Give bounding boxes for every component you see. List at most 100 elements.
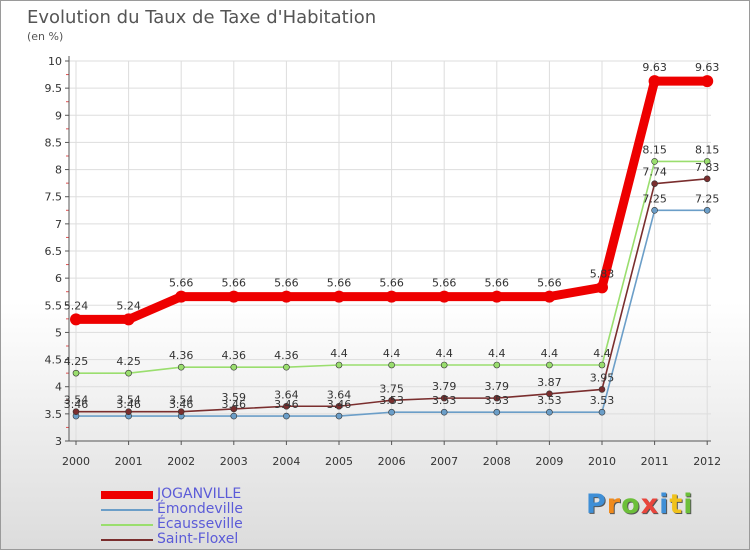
data-label: 4.25 <box>116 355 141 368</box>
data-label: 3.53 <box>485 394 510 407</box>
data-point <box>493 394 501 402</box>
data-point <box>333 290 345 303</box>
data-point <box>175 290 188 303</box>
data-label: 3.95 <box>590 371 615 384</box>
logo-letter: r <box>606 489 622 520</box>
data-point <box>72 369 80 377</box>
legend-label: Écausseville <box>157 516 243 532</box>
legend-swatch <box>101 524 153 526</box>
data-point <box>122 313 135 326</box>
data-label: 5.66 <box>222 277 247 290</box>
y-tick-label: 7.5 <box>45 191 63 204</box>
data-point <box>283 412 290 420</box>
data-point <box>651 158 658 165</box>
legend-label: Émondeville <box>157 501 243 517</box>
data-point <box>438 290 451 303</box>
data-point <box>703 206 711 214</box>
y-tick-label: 8.5 <box>45 136 63 149</box>
legend-label: JOGANVILLE <box>157 486 242 502</box>
data-label: 5.66 <box>379 277 404 290</box>
legend-swatch <box>101 539 153 541</box>
proxiti-logo: Proxiti <box>586 489 694 520</box>
data-point <box>703 175 711 183</box>
x-tick-label: 2002 <box>167 455 195 468</box>
x-tick-label: 2004 <box>272 455 300 468</box>
y-tick-label: 6.5 <box>45 245 63 258</box>
x-tick-label: 2000 <box>62 455 90 468</box>
x-tick-label: 2001 <box>115 455 143 468</box>
data-label: 4.25 <box>64 355 89 368</box>
data-label: 3.87 <box>537 376 562 389</box>
data-point <box>388 361 395 369</box>
y-tick-label: 9.5 <box>45 82 63 95</box>
data-point <box>440 361 448 369</box>
data-label: 9.63 <box>695 61 720 74</box>
data-point <box>335 412 343 420</box>
data-point <box>440 408 448 416</box>
data-label: 3.54 <box>169 394 194 407</box>
data-label: 3.54 <box>64 394 89 407</box>
logo-letter: i <box>659 489 670 520</box>
legend-swatch <box>101 509 153 511</box>
data-label: 3.79 <box>432 380 457 393</box>
data-label: 7.25 <box>642 192 667 205</box>
legend-swatch <box>101 491 153 499</box>
x-tick-label: 2010 <box>588 455 616 468</box>
data-label: 3.46 <box>169 398 194 411</box>
data-label: 3.53 <box>590 394 615 407</box>
data-point <box>227 290 240 303</box>
data-label: 3.46 <box>116 398 141 411</box>
data-label: 4.4 <box>488 347 506 360</box>
data-label: 3.53 <box>432 394 457 407</box>
x-tick-label: 2005 <box>325 455 353 468</box>
data-label: 3.75 <box>379 382 404 395</box>
data-label: 4.36 <box>169 349 194 362</box>
data-point <box>701 75 714 88</box>
data-label: 3.46 <box>222 398 247 411</box>
x-tick-label: 2008 <box>483 455 511 468</box>
data-point <box>596 281 608 294</box>
data-label: 8.15 <box>695 143 720 156</box>
x-tick-label: 2011 <box>641 455 669 468</box>
data-label: 4.36 <box>274 349 299 362</box>
data-point <box>230 363 238 371</box>
data-label: 3.64 <box>327 388 352 401</box>
data-point <box>490 290 503 303</box>
data-label: 7.83 <box>695 161 720 174</box>
logo-letter: x <box>640 489 660 520</box>
data-label: 4.4 <box>541 347 559 360</box>
data-label: 5.24 <box>64 299 89 312</box>
data-label: 4.4 <box>435 347 453 360</box>
chart-subtitle: (en %) <box>27 30 64 43</box>
y-tick-label: 6 <box>55 272 62 285</box>
data-point <box>283 363 290 371</box>
x-tick-label: 2012 <box>693 455 721 468</box>
data-point <box>125 369 132 377</box>
data-label: 5.66 <box>537 277 562 290</box>
data-label: 3.53 <box>379 394 404 407</box>
y-tick-label: 7 <box>55 218 62 231</box>
y-tick-label: 5 <box>55 326 62 339</box>
logo-letter: P <box>586 489 607 520</box>
data-point <box>546 361 553 369</box>
data-point <box>230 405 238 413</box>
x-tick-label: 2006 <box>378 455 406 468</box>
data-point <box>651 206 658 214</box>
data-point <box>283 402 290 410</box>
data-label: 5.66 <box>485 277 510 290</box>
y-tick-label: 10 <box>48 55 62 68</box>
y-tick-label: 4 <box>55 381 62 394</box>
data-point <box>598 386 606 393</box>
data-point <box>388 408 395 416</box>
x-tick-label: 2007 <box>430 455 458 468</box>
data-label: 3.79 <box>485 380 510 393</box>
data-point <box>335 361 343 369</box>
y-tick-label: 3 <box>55 435 62 448</box>
data-point <box>493 361 501 369</box>
y-tick-label: 4.5 <box>45 354 63 367</box>
data-label: 3.59 <box>222 391 247 404</box>
data-point <box>546 408 553 416</box>
data-label: 8.15 <box>642 143 667 156</box>
